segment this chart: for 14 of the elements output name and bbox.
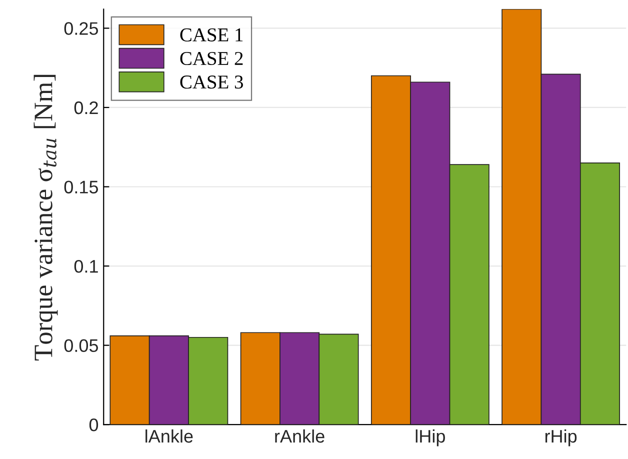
y-tick-label: 0.1 [74,260,98,273]
legend-label: CASE 2 [180,52,243,66]
y-tick-label: 0.05 [64,339,98,352]
y-tick-label: 0.15 [64,180,98,194]
legend-label: CASE 3 [180,76,243,89]
x-tick-label: rHip [545,429,577,446]
x-tick-label: lAnkle [146,429,193,443]
y-tick-label: 0.2 [74,101,98,114]
x-tick-label: lHip [416,429,445,446]
y-tick-label: 0.25 [64,22,98,35]
y-tick-label: 0 [89,418,98,432]
x-tick-label: rAnkle [275,429,324,443]
legend-label: CASE 1 [180,28,243,42]
y-axis-title: Torque variance σ$_{tau}$ [Nm] [34,74,58,360]
